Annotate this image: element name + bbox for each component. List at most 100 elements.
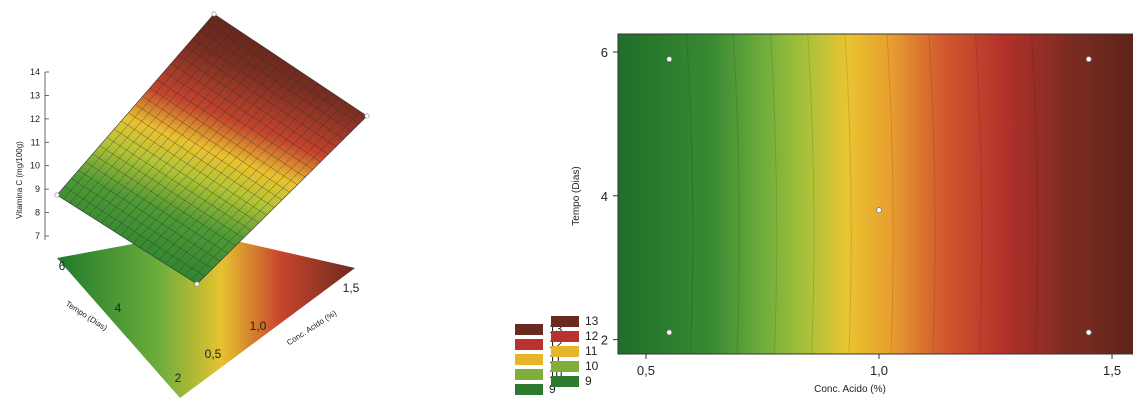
legend-item: 10 — [551, 359, 598, 374]
contour-line — [844, 33, 852, 355]
legend-swatch — [551, 376, 579, 387]
legend-swatch — [551, 361, 579, 372]
legend-swatch — [515, 324, 543, 335]
surface-mesh-line — [185, 46, 337, 147]
contour-y-ticks: 2 4 6 — [601, 45, 618, 348]
surface-mesh-line — [94, 41, 256, 220]
z-tick-label: 7 — [35, 231, 40, 241]
surface-mesh-line — [63, 18, 222, 200]
legend-swatch — [515, 384, 543, 395]
contour-line — [1030, 33, 1039, 355]
y-tick-label: 6 — [59, 259, 66, 273]
legend-item: 12 — [551, 329, 598, 344]
legend-swatch — [551, 346, 579, 357]
y-axis-ticks: 2 4 6 — [59, 259, 182, 385]
surface-mesh-line — [69, 23, 229, 204]
surface-mesh-line — [163, 71, 314, 170]
contour-x-ticks: 0,5 1,0 1,5 — [637, 354, 1121, 378]
legend-swatch — [551, 316, 579, 327]
z-axis-label: Vitamina C (mg/100g) — [15, 141, 24, 219]
contour-y-tick-label: 2 — [601, 333, 608, 348]
surface-mesh-line — [88, 37, 249, 216]
legend-contour: 13 12 11 10 9 — [551, 314, 598, 389]
z-tick-label: 12 — [30, 114, 40, 124]
y-tick-label: 2 — [175, 371, 182, 385]
legend-swatch — [515, 369, 543, 380]
contour-line — [769, 33, 778, 355]
contour-y-axis-label: Tempo (Dias) — [571, 166, 582, 225]
contour-design-point — [875, 207, 882, 214]
contour-line — [886, 33, 894, 355]
surface-design-point — [211, 11, 217, 17]
surface-design-point — [364, 113, 370, 119]
legend-item: 9 — [515, 382, 562, 397]
legend-swatch — [515, 339, 543, 350]
contour-y-tick-label: 6 — [601, 45, 608, 60]
x-tick-label: 0,5 — [205, 347, 222, 361]
contour-plot-panel: 0,5 1,0 1,5 2 4 6 Conc. Acido (%) Tempo (Dia… — [551, 0, 1133, 398]
surface-mesh-line — [75, 27, 236, 208]
z-tick-label: 11 — [31, 137, 40, 147]
surface-mesh-line — [142, 96, 290, 193]
contour-x-axis-label: Conc. Acido (%) — [814, 384, 886, 395]
surface-mesh-line — [156, 79, 306, 178]
contour-x-tick-label: 1,0 — [870, 363, 888, 378]
response-surface — [56, 13, 368, 285]
contour-x-tick-label: 0,5 — [637, 363, 655, 378]
surface-mesh-line — [206, 22, 360, 124]
legend-label: 13 — [585, 314, 599, 328]
surface-base-projection — [57, 232, 355, 398]
contour-y-tick-label: 4 — [601, 189, 608, 204]
legend-item: 9 — [551, 374, 598, 389]
contour-bands — [686, 33, 1039, 355]
contour-design-points — [666, 56, 1092, 336]
z-tick-label: 9 — [35, 184, 40, 194]
surface-mesh-line — [120, 60, 284, 236]
legend-item: 11 — [551, 344, 598, 359]
legend-item: 13 — [551, 314, 598, 329]
surface-mesh-line — [82, 32, 243, 212]
x-tick-label: 1,0 — [250, 319, 267, 333]
legend-swatch — [515, 354, 543, 365]
contour-line — [686, 33, 694, 355]
y-tick-label: 4 — [115, 301, 122, 315]
legend-label: 9 — [585, 374, 592, 388]
contour-plot-area — [617, 33, 1133, 355]
x-tick-label: 1,5 — [343, 281, 360, 295]
surface-mesh-line — [126, 64, 291, 240]
legend-swatch — [551, 331, 579, 342]
legend-label: 12 — [585, 329, 599, 343]
contour-line — [928, 33, 936, 355]
surface-mesh-line — [192, 38, 344, 140]
z-tick-label: 10 — [30, 161, 40, 171]
surface-design-point — [194, 281, 200, 287]
surface-mesh-line — [178, 54, 329, 155]
legend-label: 11 — [585, 344, 598, 358]
x-axis-ticks: 0,5 1,0 1,5 — [205, 281, 360, 361]
z-axis-ticks: 7 8 9 10 11 12 13 14 — [30, 67, 49, 241]
surface-mesh — [63, 18, 361, 281]
contour-line — [807, 33, 815, 355]
surface-design-point — [54, 192, 60, 198]
legend-label: 10 — [585, 359, 599, 373]
contour-line — [975, 33, 983, 355]
surface-design-points — [54, 11, 370, 287]
surface-mesh-line — [171, 63, 321, 163]
contour-line — [732, 33, 740, 355]
contour-design-point — [666, 56, 673, 63]
contour-plot-svg: 0,5 1,0 1,5 2 4 6 Conc. Acido (%) Tempo (Dia… — [571, 33, 1133, 395]
x-axis-label: Conc. Acido (%) — [285, 308, 338, 347]
contour-x-tick-label: 1,5 — [1103, 363, 1121, 378]
surface-mesh-line — [199, 30, 352, 132]
contour-design-point — [666, 329, 673, 336]
z-tick-label: 8 — [35, 208, 40, 218]
z-tick-label: 14 — [30, 67, 40, 77]
z-tick-label: 13 — [30, 90, 40, 100]
contour-fill — [618, 34, 1133, 354]
legend-label: 9 — [549, 382, 556, 396]
contour-design-point — [1085, 56, 1092, 63]
surface-mesh-line — [101, 46, 263, 224]
surface-mesh-line — [149, 87, 298, 185]
